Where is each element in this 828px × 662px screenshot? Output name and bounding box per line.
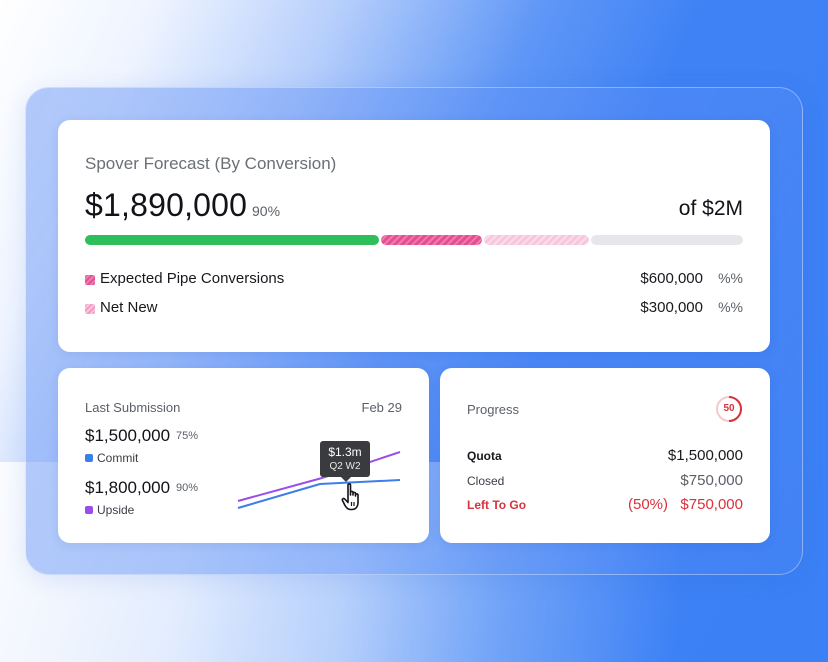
row-label: Left To Go [467,498,527,512]
progress-title: Progress [467,402,520,417]
bar-segment-pipe-conversions [381,235,482,245]
forecast-card: Spover Forecast (By Conversion) $1,890,0… [58,120,770,352]
forecast-title: Spover Forecast (By Conversion) [85,154,337,173]
metric-amount: $1,800,000 [85,478,171,497]
forecast-progress-bar [85,235,743,245]
tooltip-label: Q2 W2 [329,461,361,472]
hand-pointer-icon [341,483,359,511]
progress-ring-value: 50 [723,403,735,414]
legend-unit: %% [718,270,743,286]
row-value: $750,000 [680,496,743,513]
legend-label: Expected Pipe Conversions [100,270,285,287]
chart-tooltip: $1.3m Q2 W2 [320,441,370,477]
legend-dot [85,454,93,462]
row-label: Quota [467,449,502,463]
forecast-percent: 90% [252,203,281,219]
progress-card: Progress 50 Quota $1,500,000 Closed $750… [440,368,770,543]
row-percent: (50%) [627,496,668,513]
legend-dot [85,506,93,514]
metric-label: Commit [97,451,139,465]
commit-line [237,479,401,509]
legend-value: $300,000 [640,299,703,316]
tooltip-value: $1.3m [328,445,362,459]
legend-unit: %% [718,299,743,315]
bar-segment-closed [85,235,379,245]
progress-ring [716,396,742,422]
bar-segment-net-new [484,235,589,245]
metric-percent: 75% [176,430,199,442]
legend-label: Net New [100,299,158,316]
metric-label: Upside [97,503,135,517]
legend-swatch [85,275,95,285]
forecast-target: of $2M [678,197,743,220]
tooltip-arrow [341,477,351,482]
row-value: $1,500,000 [667,447,743,464]
bar-segment-remaining [591,235,743,245]
legend-value: $600,000 [640,270,703,287]
upside-line [237,451,401,502]
progress-row-quota: Quota $1,500,000 [467,447,743,465]
legend-swatch [85,304,95,314]
row-value: $750,000 [680,472,743,489]
forecast-amount: $1,890,000 [85,187,248,223]
row-label: Closed [467,474,505,488]
submission-title: Last Submission [85,400,181,415]
last-submission-card: Last Submission Feb 29 $1,500,000 75% Co… [58,368,429,543]
metric-amount: $1,500,000 [85,426,171,445]
submission-date: Feb 29 [361,400,402,415]
legend-row-net-new: Net New $300,000 %% [85,299,743,319]
progress-row-left-to-go: Left To Go (50%) $750,000 [467,496,743,514]
trend-chart[interactable] [236,442,404,512]
progress-row-closed: Closed $750,000 [467,472,743,490]
metric-percent: 90% [176,482,199,494]
legend-row-pipe-conversions: Expected Pipe Conversions $600,000 %% [85,270,743,290]
